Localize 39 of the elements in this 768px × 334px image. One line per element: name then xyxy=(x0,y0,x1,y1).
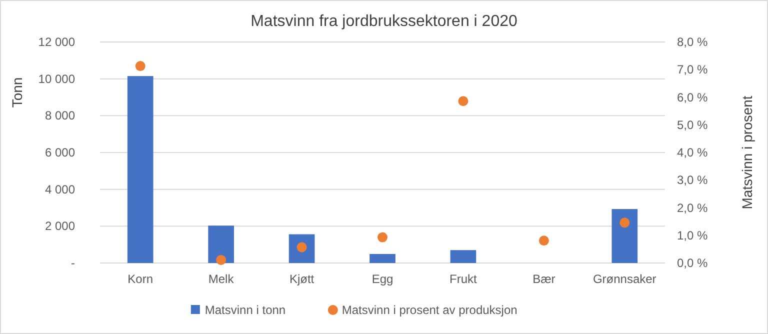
y2-tick-label: 8,0 % xyxy=(677,35,708,49)
y-tick-label: 12 000 xyxy=(38,35,76,49)
bar xyxy=(370,254,396,263)
bar xyxy=(450,250,476,263)
y-tick-label: 4 000 xyxy=(44,182,76,196)
bar xyxy=(127,76,154,263)
y2-tick-label: 0,0 % xyxy=(677,256,708,270)
chart-title: Matsvinn fra jordbrukssektoren i 2020 xyxy=(250,13,518,30)
bar xyxy=(612,209,638,263)
y2-axis-title: Matsvinn i prosent xyxy=(739,96,755,210)
y2-tick-label: 6,0 % xyxy=(677,90,708,104)
x-tick-label: Melk xyxy=(208,272,235,286)
x-tick-label: Egg xyxy=(372,272,394,286)
x-tick-label: Kjøtt xyxy=(289,272,315,286)
point xyxy=(135,61,146,72)
point xyxy=(216,254,226,265)
point xyxy=(458,96,468,106)
y2-tick-label: 4,0 % xyxy=(677,146,708,160)
y2-tick-label: 5,0 % xyxy=(677,118,708,132)
bar xyxy=(208,226,234,263)
point xyxy=(538,236,549,246)
x-tick-label: Korn xyxy=(128,272,154,286)
y-tick-label: - xyxy=(71,256,75,270)
y-tick-label: 6 000 xyxy=(44,146,76,160)
x-tick-label: Frukt xyxy=(450,272,478,286)
point xyxy=(378,232,388,242)
y2-tick-label: 7,0 % xyxy=(677,62,708,77)
legend-label: Matsvinn i tonn xyxy=(204,303,286,317)
y-tick-label: 2 000 xyxy=(44,219,76,234)
y2-tick-label: 1,0 % xyxy=(677,228,708,242)
y-axis-title: Tonn xyxy=(9,77,25,108)
y-tick-label: 8 000 xyxy=(44,108,76,123)
y2-tick-label: 2,0 % xyxy=(677,200,708,215)
y-tick-label: 10 000 xyxy=(38,72,76,86)
y2-tick-label: 3,0 % xyxy=(677,173,708,188)
point xyxy=(620,218,630,228)
x-tick-label: Bær xyxy=(532,272,556,286)
legend-label: Matsvinn i prosent av produksjon xyxy=(342,303,518,317)
x-tick-label: Grønnsaker xyxy=(592,272,656,286)
